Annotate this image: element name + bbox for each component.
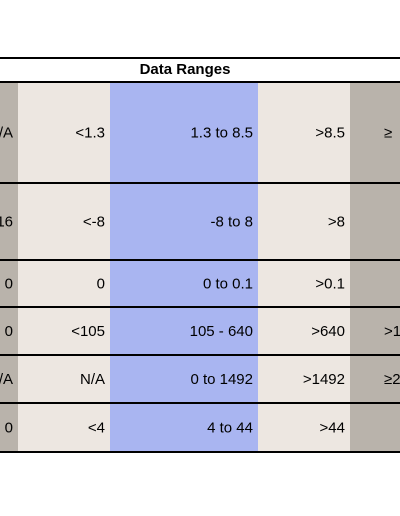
cell: >0.1: [315, 275, 345, 292]
header-row: [0, 58, 400, 82]
cell: <105: [71, 323, 105, 340]
cell: >8: [328, 213, 345, 230]
cell: ≥2: [384, 371, 400, 388]
cell: 0: [97, 275, 105, 292]
cell: /A: [0, 124, 13, 141]
cell: /A: [0, 371, 13, 388]
column-fill: [350, 82, 400, 452]
cell: <-8: [83, 213, 105, 230]
cell: 4 to 44: [207, 419, 253, 436]
cell: 16: [0, 213, 13, 230]
cell: 0: [5, 323, 13, 340]
cell: 0 to 1492: [190, 371, 253, 388]
cell: 0 to 0.1: [203, 275, 253, 292]
cell: 105 - 640: [190, 323, 253, 340]
cell: >1: [384, 323, 400, 340]
cell: N/A: [80, 371, 105, 388]
column-fill: [18, 82, 110, 452]
cell: >1492: [303, 371, 345, 388]
cell: >8.5: [315, 124, 345, 141]
cell: <1.3: [75, 124, 105, 141]
cell: ≥: [384, 124, 392, 141]
cell: 0: [5, 275, 13, 292]
cell: >640: [311, 323, 345, 340]
cell: >44: [320, 419, 345, 436]
column-fill: [0, 82, 18, 452]
cell: -8 to 8: [210, 213, 253, 230]
cell: 0: [5, 419, 13, 436]
table-title: Data Ranges: [140, 61, 231, 78]
column-fill: [110, 82, 258, 452]
cell: <4: [88, 419, 105, 436]
cell: 1.3 to 8.5: [190, 124, 253, 141]
column-fill: [258, 82, 350, 452]
